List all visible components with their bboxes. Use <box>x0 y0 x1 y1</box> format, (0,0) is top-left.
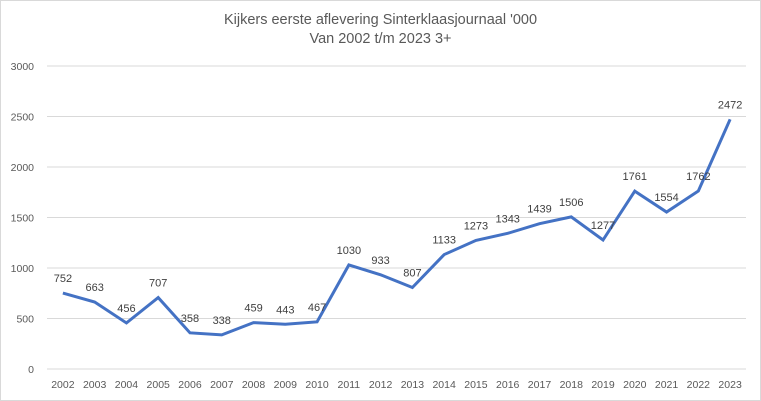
y-tick-label: 0 <box>28 364 34 376</box>
x-tick-label: 2018 <box>560 379 584 391</box>
y-tick-label: 1000 <box>11 263 35 275</box>
data-label: 1762 <box>686 171 710 183</box>
y-tick-label: 1500 <box>11 213 35 225</box>
x-tick-label: 2006 <box>178 379 202 391</box>
x-tick-label: 2005 <box>147 379 171 391</box>
x-tick-label: 2002 <box>51 379 75 391</box>
y-tick-label: 2500 <box>11 112 35 124</box>
data-label: 456 <box>117 303 135 315</box>
data-label: 467 <box>308 302 326 314</box>
x-axis-ticks: 2002 2003 2004 2005 2006 2007 2008 2009 2010 2011… <box>51 379 742 391</box>
data-labels: 752 663 456 707 358 338 459 443 467 1030 933 807 113… <box>54 99 743 327</box>
data-label: 443 <box>276 304 294 316</box>
x-tick-label: 2013 <box>401 379 425 391</box>
x-tick-label: 2007 <box>210 379 234 391</box>
x-tick-label: 2003 <box>83 379 107 391</box>
data-label: 2472 <box>718 99 742 111</box>
data-label: 1506 <box>559 197 583 209</box>
data-label: 807 <box>403 267 421 279</box>
data-label: 1273 <box>464 220 488 232</box>
x-tick-label: 2015 <box>464 379 488 391</box>
x-tick-label: 2016 <box>496 379 520 391</box>
data-label: 707 <box>149 278 167 290</box>
data-label: 358 <box>181 313 199 325</box>
x-tick-label: 2017 <box>528 379 552 391</box>
data-label: 663 <box>85 282 103 294</box>
x-tick-label: 2011 <box>338 379 361 391</box>
data-label: 752 <box>54 273 72 285</box>
x-tick-label: 2022 <box>687 379 711 391</box>
data-label: 1343 <box>495 213 519 225</box>
data-label: 338 <box>213 315 231 327</box>
x-tick-label: 2012 <box>369 379 393 391</box>
x-tick-label: 2014 <box>432 379 456 391</box>
x-tick-label: 2009 <box>274 379 298 391</box>
x-tick-label: 2023 <box>718 379 742 391</box>
y-tick-label: 2000 <box>11 162 35 174</box>
data-label: 1277 <box>591 220 615 232</box>
y-axis-ticks: 0 500 1000 1500 2000 2500 3000 <box>11 61 35 376</box>
x-tick-label: 2021 <box>655 379 679 391</box>
chart-subtitle: Van 2002 t/m 2023 3+ <box>309 31 452 47</box>
data-label: 1133 <box>432 235 456 247</box>
x-tick-label: 2010 <box>305 379 329 391</box>
gridlines <box>47 65 746 370</box>
data-label: 1439 <box>527 204 551 216</box>
series <box>62 118 732 337</box>
x-tick-label: 2020 <box>623 379 647 391</box>
y-tick-label: 3000 <box>11 61 35 73</box>
series-line <box>62 118 732 337</box>
data-label: 1761 <box>623 171 647 183</box>
x-tick-label: 2004 <box>115 379 139 391</box>
data-label: 933 <box>371 255 389 267</box>
data-label: 1030 <box>337 245 361 257</box>
y-tick-label: 500 <box>16 314 34 326</box>
chart-title: Kijkers eerste aflevering Sinterklaasjou… <box>223 12 538 28</box>
data-label: 1554 <box>654 192 678 204</box>
x-tick-label: 2019 <box>591 379 615 391</box>
x-tick-label: 2008 <box>242 379 266 391</box>
data-label: 459 <box>244 303 262 315</box>
